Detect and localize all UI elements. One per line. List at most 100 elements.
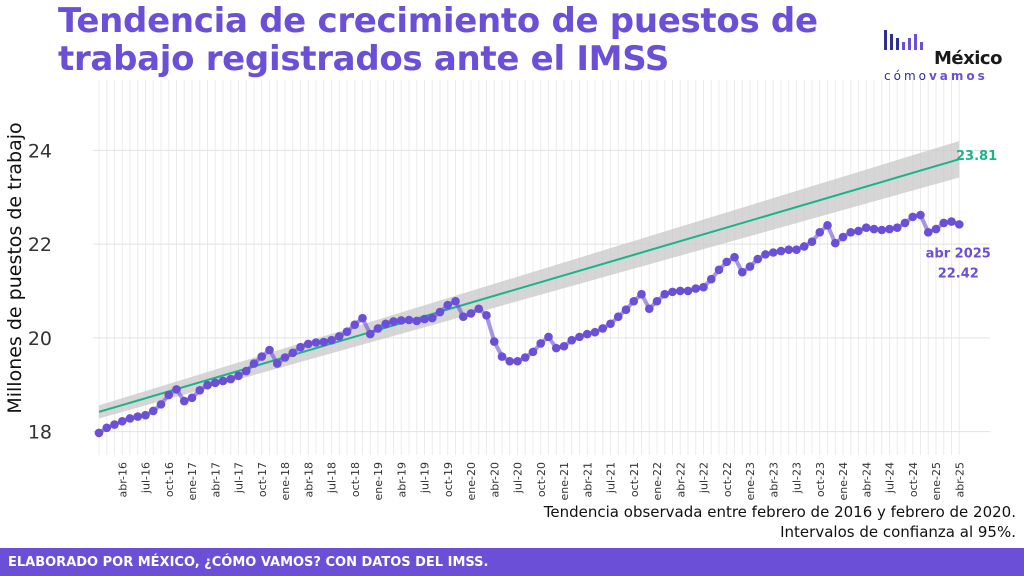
trend-end-label: 23.81 [956, 149, 997, 164]
data-point [110, 420, 119, 429]
logo-sub-1: cómo [884, 69, 929, 83]
logo-bars-icon [884, 30, 923, 50]
x-tick-label: abr-17 [209, 462, 222, 498]
data-point [544, 332, 553, 342]
trend-line [98, 158, 960, 413]
data-point [861, 223, 871, 232]
x-tick-label: oct-17 [256, 462, 269, 497]
data-point [582, 329, 592, 339]
data-point [94, 428, 104, 438]
x-tick-label: abr-20 [488, 462, 501, 498]
data-point [761, 250, 770, 259]
x-tick-label: abr-25 [953, 462, 966, 498]
data-point [466, 309, 476, 318]
x-axis-labels: abr-16 jul-16 oct-16 ene-17 abr-17 jul-17 oct-… [116, 462, 966, 500]
footer-bar: ELABORADO POR MÉXICO, ¿CÓMO VAMOS? CON D… [0, 548, 1024, 576]
data-point [637, 289, 646, 299]
data-point [373, 324, 383, 333]
data-point [838, 232, 848, 242]
data-point [172, 385, 181, 394]
data-point [939, 218, 949, 228]
data-point [234, 371, 243, 381]
data-point [148, 406, 158, 416]
data-point [683, 286, 693, 296]
x-tick-label: jul-24 [884, 462, 897, 494]
x-tick-label: abr-16 [116, 462, 129, 498]
x-tick-label: ene-22 [651, 462, 664, 500]
x-tick-label: ene-20 [465, 462, 478, 500]
logo-sub-2: vamos [928, 69, 988, 83]
series-line [97, 213, 960, 435]
data-point [210, 378, 220, 388]
logo-name: México [934, 48, 1002, 69]
data-point [947, 217, 956, 226]
data-point [931, 224, 941, 234]
data-point [141, 410, 150, 420]
data-point [575, 332, 584, 342]
data-point [885, 224, 894, 234]
y-tick-label: 20 [28, 328, 52, 350]
data-point [241, 366, 251, 376]
data-point [799, 242, 809, 251]
x-tick-label: ene-17 [186, 462, 199, 500]
x-tick-label: abr-18 [302, 462, 315, 498]
x-tick-label: jul-22 [698, 462, 711, 494]
x-tick-label: oct-16 [163, 462, 176, 497]
data-point [497, 352, 507, 361]
x-tick-label: oct-21 [628, 462, 641, 497]
x-tick-label: jul-21 [605, 462, 618, 494]
data-point [846, 228, 856, 237]
data-point [606, 319, 615, 329]
y-axis-title: Millones de puestos de trabajo [4, 122, 26, 413]
data-point [350, 320, 360, 329]
data-point [668, 287, 677, 297]
data-point [745, 262, 755, 271]
data-point [133, 412, 143, 421]
data-point [520, 353, 530, 362]
last-value-label: 22.42 [938, 266, 979, 281]
y-tick-label: 22 [28, 234, 52, 256]
x-tick-label: jul-23 [791, 462, 804, 494]
data-point [505, 356, 515, 366]
data-point [226, 374, 236, 384]
data-point [381, 319, 391, 329]
data-point [792, 245, 801, 254]
data-point [280, 353, 290, 362]
x-tick-label: oct-18 [349, 462, 362, 497]
data-point [327, 335, 336, 345]
data-point [474, 304, 484, 314]
data-point [203, 380, 212, 390]
data-point [877, 225, 887, 235]
data-point [513, 356, 522, 366]
data-point [117, 416, 127, 426]
x-tick-label: jul-20 [512, 462, 525, 494]
data-point [815, 228, 825, 237]
x-tick-label: oct-24 [907, 462, 920, 497]
x-tick-label: oct-23 [814, 462, 827, 497]
data-point [389, 317, 398, 326]
note-line-1: Tendencia observada entre febrero de 201… [543, 503, 1016, 521]
data-point [722, 257, 732, 267]
data-point [489, 337, 499, 346]
data-point [187, 393, 197, 403]
data-point [559, 341, 569, 351]
data-point [714, 265, 724, 275]
data-point [691, 284, 701, 293]
x-tick-label: ene-18 [279, 462, 292, 500]
y-tick-label: 24 [28, 140, 52, 162]
data-point [892, 223, 902, 232]
data-point [404, 315, 414, 325]
data-point [358, 313, 367, 323]
data-point [621, 305, 631, 314]
mexico-como-vamos-logo: México cómovamos [880, 28, 1010, 88]
data-point [784, 245, 794, 254]
data-point [590, 327, 600, 337]
data-point [652, 296, 662, 306]
data-point [567, 335, 577, 345]
y-axis-labels: 18 20 22 24 [28, 140, 52, 443]
x-tick-label: ene-23 [744, 462, 757, 500]
data-point [830, 238, 840, 248]
data-point [923, 228, 933, 237]
data-point [265, 345, 274, 355]
